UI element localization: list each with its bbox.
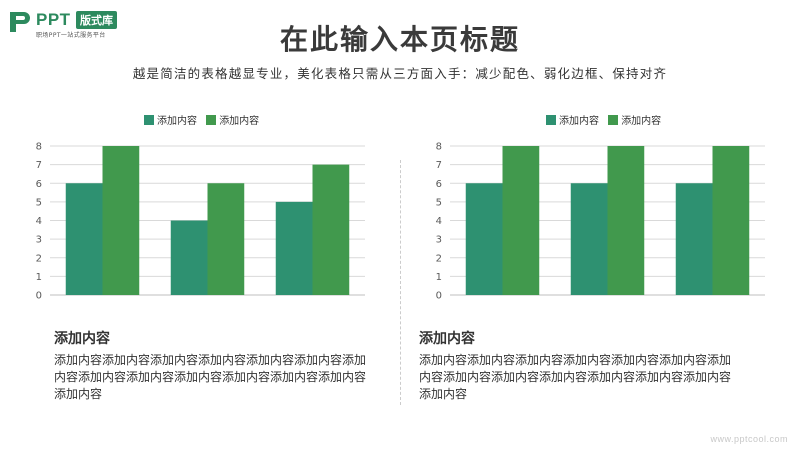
legend-item-series-1: 添加内容: [546, 112, 599, 127]
bar-chart-right: 添加内容 添加内容 0 1 2 3 4 5 6 7 8: [420, 112, 780, 307]
legend-label: 添加内容: [621, 116, 662, 127]
y-tick-label: 6: [36, 179, 42, 190]
bar-series-1: [275, 201, 313, 295]
bar-series-1: [465, 183, 503, 295]
brand-logo: PPT 版式库 职场PPT一站式服务平台: [8, 8, 158, 39]
y-tick-label: 4: [436, 216, 442, 227]
panel-body-right: 添加内容添加内容添加内容添加内容添加内容添加内容添加内容添加内容添加内容添加内容…: [419, 353, 732, 401]
bar-series-2: [607, 146, 645, 295]
bar-chart-left: 添加内容 添加内容 0 1 2 3 4 5 6 7 8: [20, 112, 380, 307]
bar-series-2: [502, 146, 540, 295]
bar-series-2: [102, 146, 140, 295]
y-tick-label: 2: [36, 253, 42, 264]
page-title: 在此输入本页标题: [279, 23, 520, 56]
y-tick-label: 5: [436, 197, 442, 208]
y-tick-label: 1: [36, 272, 42, 283]
legend-swatch: [546, 114, 556, 125]
y-tick-label: 0: [436, 291, 442, 302]
bar-series-1: [675, 183, 713, 295]
legend-swatch: [144, 114, 154, 125]
chart-plot-area: 0 1 2 3 4 5 6 7 8: [36, 142, 365, 302]
y-tick-label: 5: [36, 197, 42, 208]
y-tick-label: 6: [436, 179, 442, 190]
chart-legend: 添加内容 添加内容: [144, 112, 265, 128]
y-tick-label: 2: [436, 253, 442, 264]
y-tick-label: 1: [436, 272, 442, 283]
legend-item-series-1: 添加内容: [144, 112, 197, 127]
legend-swatch: [206, 114, 217, 125]
logo-brand-text: PPT: [36, 10, 71, 29]
panel-heading-left: 添加内容: [54, 331, 110, 347]
legend-label: 添加内容: [559, 116, 599, 127]
bar-series-1: [65, 183, 103, 295]
y-tick-label: 3: [36, 235, 42, 246]
legend-label: 添加内容: [219, 116, 260, 127]
y-tick-label: 4: [36, 216, 42, 227]
legend-item-series-2: 添加内容: [608, 112, 661, 127]
y-tick-label: 8: [36, 142, 42, 153]
bar-series-2: [207, 183, 245, 295]
logo-badge: 版式库: [76, 11, 117, 29]
legend-swatch: [608, 114, 619, 125]
logo-tagline: 职场PPT一站式服务平台: [36, 32, 106, 39]
y-tick-label: 8: [436, 142, 442, 153]
bar-series-1: [170, 220, 208, 295]
bar-series-1: [570, 183, 608, 295]
page-subtitle: 越是简洁的表格越显专业，美化表格只需从三方面入手：减少配色、弱化边框、保持对齐: [132, 66, 668, 81]
panel-heading-right: 添加内容: [419, 331, 475, 347]
bar-series-2: [312, 164, 350, 295]
chart-legend: 添加内容 添加内容: [546, 112, 667, 128]
panel-body-left: 添加内容添加内容添加内容添加内容添加内容添加内容添加内容添加内容添加内容添加内容…: [54, 353, 367, 401]
column-divider: [400, 160, 401, 405]
y-tick-label: 7: [36, 160, 42, 171]
bar-series-2: [712, 146, 750, 295]
legend-item-series-2: 添加内容: [206, 112, 259, 127]
y-tick-label: 3: [436, 235, 442, 246]
y-tick-label: 7: [436, 160, 442, 171]
legend-label: 添加内容: [157, 116, 197, 127]
y-tick-label: 0: [36, 291, 42, 302]
chart-plot-area: 0 1 2 3 4 5 6 7 8: [436, 142, 765, 302]
watermark: www.pptcool.com: [710, 434, 788, 444]
logo-mark-icon: [10, 12, 30, 32]
